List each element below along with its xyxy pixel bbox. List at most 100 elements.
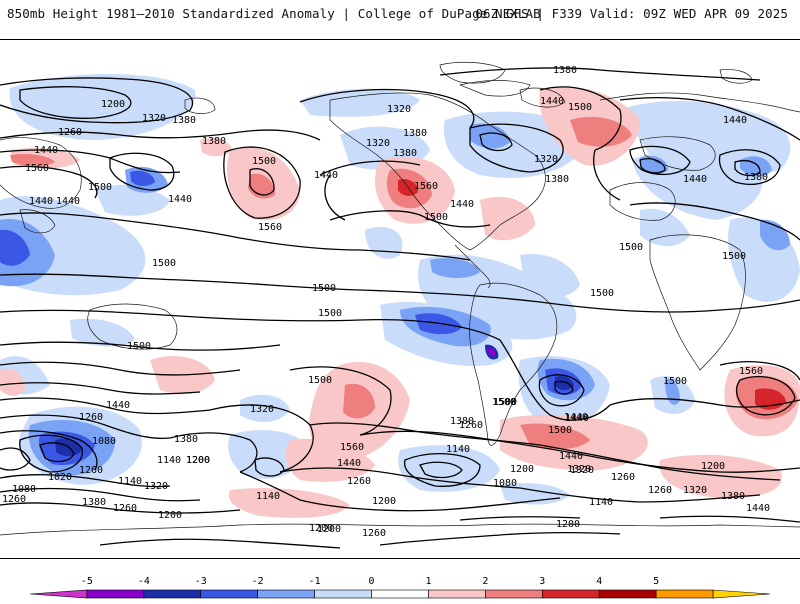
contour-label: 1320 — [142, 113, 166, 124]
model-run-info: 06Z GFS | F339 Valid: 09Z WED APR 09 202… — [475, 6, 788, 21]
contour-label: 1380 — [202, 136, 226, 147]
contour-label: 1500 — [312, 283, 336, 294]
contour-label: 1500 — [424, 212, 448, 223]
contour-label: 1260 — [113, 503, 137, 514]
contour-label: 1260 — [362, 528, 386, 539]
colorbar-tick-label: 4 — [596, 576, 602, 587]
contour-label: 1320 — [683, 485, 707, 496]
colorbar-tick-label: 0 — [369, 576, 375, 587]
header-bar: 850mb Height 1981–2010 Standardized Anom… — [0, 0, 800, 40]
colorbar-segment — [542, 589, 600, 599]
contour-label: 1500 — [493, 397, 517, 408]
contour-label: 1380 — [553, 65, 577, 76]
colorbar-canvas: -5 -4 -3 -2 -1 0 1 2 3 4 5 — [29, 576, 771, 599]
map-title: 850mb Height 1981–2010 Standardized Anom… — [7, 6, 541, 21]
contour-labels: 1380 1200 1320 1380 1320 1320 1440 1500 … — [2, 65, 770, 539]
contour-label: 1380 — [744, 172, 768, 183]
contour-label: 1320 — [366, 138, 390, 149]
contour-label: 1020 — [48, 472, 72, 483]
contour-label: 1500 — [492, 397, 516, 408]
contour-label: 1500 — [722, 251, 746, 262]
colorbar-tick-label: 1 — [425, 576, 431, 587]
contour-label: 1440 — [29, 196, 53, 207]
contour-label: 1200 — [309, 523, 333, 534]
colorbar-segment — [86, 589, 145, 599]
contour-label: 1200 — [372, 496, 396, 507]
colorbar-tick-label: -3 — [195, 576, 207, 587]
contour-label: 1140 — [446, 444, 470, 455]
colorbar-tick-label: 5 — [653, 576, 659, 587]
contour-label: 1440 — [683, 174, 707, 185]
contour-label: 1080 — [12, 484, 36, 495]
contour-label: 1560 — [258, 222, 282, 233]
map-canvas: 1380 1200 1320 1380 1320 1320 1440 1500 … — [0, 61, 800, 549]
contour-label: 1320 — [144, 481, 168, 492]
height-contours — [0, 67, 800, 549]
colorbar-segment — [143, 589, 202, 599]
contour-label: 1440 — [450, 199, 474, 210]
contour-label: 1260 — [459, 420, 483, 431]
contour-label: 1080 — [92, 436, 116, 447]
colorbar-segment — [314, 589, 372, 599]
colorbar-segment — [485, 589, 543, 599]
contour-label: 1500 — [663, 376, 687, 387]
colorbar: -5 -4 -3 -2 -1 0 1 2 3 4 5 — [0, 560, 800, 600]
contour-label: 1380 — [172, 115, 196, 126]
contour-label: 1380 — [393, 148, 417, 159]
colorbar-tick-label: -4 — [138, 576, 150, 587]
contour-label: 1200 — [556, 519, 580, 530]
contour-label: 1140 — [118, 476, 142, 487]
contour-label: 1560 — [739, 366, 763, 377]
contour-label: 1140 — [256, 491, 280, 502]
contour-label: 1260 — [58, 127, 82, 138]
contour-label: 1260 — [79, 465, 103, 476]
contour-label: 1440 — [564, 412, 588, 423]
contour-label: 1320 — [567, 464, 591, 475]
contour-label: 1260 — [79, 412, 103, 423]
contour-label: 1200 — [186, 455, 210, 466]
contour-label: 1380 — [174, 434, 198, 445]
contour-label: 1500 — [619, 242, 643, 253]
colorbar-tick-label: 2 — [482, 576, 488, 587]
contour-label: 1560 — [340, 442, 364, 453]
contour-label: 1440 — [559, 451, 583, 462]
contour-label: 1500 — [127, 341, 151, 352]
contour-label: 1500 — [568, 102, 592, 113]
contour-label: 1440 — [314, 170, 338, 181]
contour-label: 1080 — [493, 478, 517, 489]
contour-label: 1260 — [611, 472, 635, 483]
contour-label: 1440 — [56, 196, 80, 207]
anomaly-shading — [0, 74, 800, 518]
colorbar-tick-label: -1 — [309, 576, 321, 587]
contour-label: 1260 — [2, 494, 26, 505]
contour-label: 1440 — [746, 503, 770, 514]
contour-label: 1320 — [534, 154, 558, 165]
contour-label: 1560 — [25, 163, 49, 174]
contour-label: 1320 — [387, 104, 411, 115]
contour-label: 1200 — [510, 464, 534, 475]
contour-label: 1500 — [548, 425, 572, 436]
contour-label: 1380 — [721, 491, 745, 502]
contour-label: 1320 — [570, 465, 594, 476]
contour-label: 1200 — [317, 524, 341, 535]
contour-label: 1200 — [186, 455, 210, 466]
contour-label: 1440 — [565, 413, 589, 424]
colorbar-segment — [598, 589, 657, 599]
contour-label: 1500 — [308, 375, 332, 386]
coastlines — [0, 61, 800, 536]
contour-label: 1380 — [450, 416, 474, 427]
contour-label: 1440 — [106, 400, 130, 411]
contour-label: 1440 — [723, 115, 747, 126]
contour-label: 1200 — [701, 461, 725, 472]
contour-label: 1440 — [540, 96, 564, 107]
contour-label: 1500 — [590, 288, 614, 299]
colorbar-segment — [371, 589, 429, 599]
colorbar-tick-label: -2 — [252, 576, 264, 587]
contour-label: 1260 — [347, 476, 371, 487]
contour-label: 1380 — [545, 174, 569, 185]
contour-label: 1440 — [337, 458, 361, 469]
contour-label: 1140 — [589, 497, 613, 508]
colorbar-tick-label: 3 — [539, 576, 545, 587]
colorbar-segment — [712, 589, 771, 599]
colorbar-segment — [428, 589, 486, 599]
